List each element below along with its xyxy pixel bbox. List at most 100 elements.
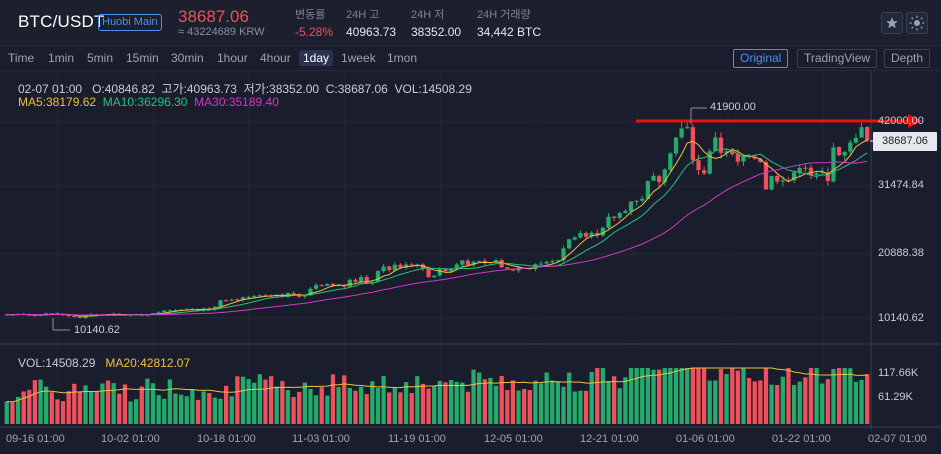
stat-label: 24H 거래량: [477, 9, 531, 21]
price-axis-label: 20888.38: [878, 247, 924, 259]
price-axis-label: 42000.00: [878, 115, 924, 127]
favorite-button[interactable]: [881, 12, 903, 34]
timeframe-30min[interactable]: 30min: [171, 51, 204, 65]
candle-up: [842, 151, 847, 156]
volume-axis-label: 61.29K: [878, 391, 913, 403]
candle-up: [741, 155, 746, 162]
volume-bar: [651, 369, 656, 424]
candle-up: [623, 210, 628, 214]
volume-bar: [212, 397, 218, 424]
volume-bar: [437, 380, 442, 424]
timeframe-1week[interactable]: 1week: [341, 51, 376, 65]
volume-bar: [195, 399, 201, 424]
high-callout: 41900.00: [710, 101, 756, 113]
timeframe-1min[interactable]: 1min: [48, 51, 75, 65]
volume-bar: [735, 370, 740, 424]
volume-bar: [493, 385, 499, 424]
legend-vol-value: VOL:14508.29: [18, 356, 96, 370]
volume-bar: [600, 368, 606, 424]
volume-bar: [578, 390, 583, 424]
volume-bar: [488, 377, 493, 424]
volume-bar: [853, 381, 859, 424]
volume-bar: [718, 369, 724, 424]
view-depth-button[interactable]: Depth: [884, 49, 931, 68]
volume-bar: [482, 379, 487, 424]
volume-bar: [572, 391, 577, 424]
volume-bar: [842, 368, 847, 424]
price-axis-label: 10140.62: [878, 312, 924, 324]
candle-down: [730, 151, 735, 155]
candle-down: [510, 268, 516, 271]
volume-bar: [381, 375, 386, 424]
candle-down: [718, 137, 724, 153]
candle-up: [173, 310, 178, 312]
volume-bar: [313, 395, 319, 424]
candle-down: [426, 268, 431, 278]
volume-bar: [679, 368, 684, 424]
volume-bar: [477, 372, 482, 424]
volume-bar: [848, 368, 853, 424]
candle-up: [640, 198, 645, 201]
volume-bar: [89, 391, 94, 424]
volume-bar: [162, 398, 167, 424]
timeframe-15min[interactable]: 15min: [126, 51, 159, 65]
timeframe-time[interactable]: Time: [8, 51, 35, 65]
volume-bar: [111, 383, 116, 424]
stat-value: -5.28%: [295, 25, 334, 39]
volume-bars: [4, 368, 870, 424]
volume-bar: [55, 399, 60, 424]
candle-up: [634, 200, 639, 202]
volume-bar: [730, 368, 735, 424]
stat-label: 24H 저: [411, 9, 445, 21]
volume-bar: [510, 380, 516, 424]
volume-bar: [77, 391, 83, 424]
candle-up: [437, 269, 442, 276]
candle-up: [302, 295, 307, 297]
candle-up: [550, 261, 555, 263]
volume-bar: [522, 388, 527, 424]
timeframe-1hour[interactable]: 1hour: [217, 51, 248, 65]
candle-down: [583, 233, 589, 237]
view-tradingview-button[interactable]: TradingView: [797, 49, 878, 68]
volume-bar: [628, 368, 634, 424]
volume-bar: [156, 395, 161, 424]
ohlc-legend: 02-07 01:00 O:40846.82 고가:40963.73 저가:38…: [18, 80, 472, 97]
market-badge[interactable]: Huobi Main: [98, 14, 162, 31]
candle-up: [246, 296, 251, 298]
volume-bar: [392, 387, 397, 424]
volume-bar: [370, 381, 375, 424]
market-header: BTC/USDT Huobi Main 38687.06 ≈ 43224689 …: [0, 0, 941, 45]
krw-price: ≈ 43224689 KRW: [178, 26, 265, 38]
volume-bar: [775, 384, 780, 424]
volume-bar: [94, 391, 99, 424]
candle-up: [831, 147, 836, 182]
candle-up: [375, 271, 381, 282]
candle-down: [223, 300, 229, 302]
volume-bar: [409, 393, 414, 424]
volume-bar: [763, 368, 769, 424]
candle-down: [758, 158, 763, 162]
timeframe-5min[interactable]: 5min: [87, 51, 114, 65]
timeframe-1mon[interactable]: 1mon: [387, 51, 418, 65]
candle-down: [595, 232, 600, 236]
timeframe-4hour[interactable]: 4hour: [260, 51, 291, 65]
volume-bar: [465, 391, 471, 424]
volume-bar: [662, 368, 667, 424]
candle-down: [235, 299, 240, 301]
legend-ma20-vol: MA20:42812.07: [105, 356, 191, 370]
candle-up: [628, 201, 634, 212]
timeframe-1day[interactable]: 1day: [299, 50, 334, 66]
candle-up: [150, 313, 156, 315]
candle-up: [252, 295, 257, 297]
volume-bar: [859, 379, 864, 424]
candle-up: [347, 279, 352, 287]
theme-toggle-button[interactable]: [906, 12, 928, 34]
view-original-button[interactable]: Original: [733, 49, 789, 68]
volume-bar: [673, 368, 679, 424]
volume-bar: [375, 387, 381, 424]
volume-bar: [60, 401, 66, 424]
candle-down: [763, 161, 769, 190]
stat-label: 24H 고: [346, 9, 380, 21]
candle-up: [325, 284, 330, 286]
